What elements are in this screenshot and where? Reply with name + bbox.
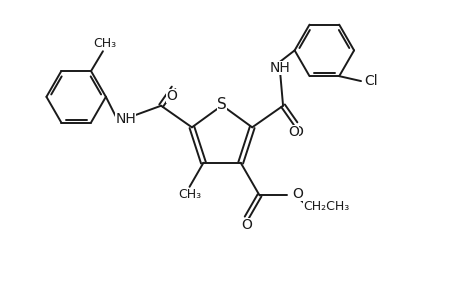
Text: O: O — [241, 218, 252, 232]
Text: O: O — [291, 188, 302, 201]
Text: NH: NH — [269, 61, 290, 75]
Text: O: O — [166, 89, 177, 103]
Text: CH₃: CH₃ — [178, 188, 201, 201]
Text: O: O — [292, 124, 302, 139]
Text: O: O — [287, 124, 298, 139]
Text: Cl: Cl — [364, 74, 377, 88]
Text: CH₃: CH₃ — [93, 37, 116, 50]
Text: S: S — [217, 97, 226, 112]
Text: NH: NH — [115, 112, 136, 126]
Text: CH₂CH₃: CH₂CH₃ — [302, 200, 348, 213]
